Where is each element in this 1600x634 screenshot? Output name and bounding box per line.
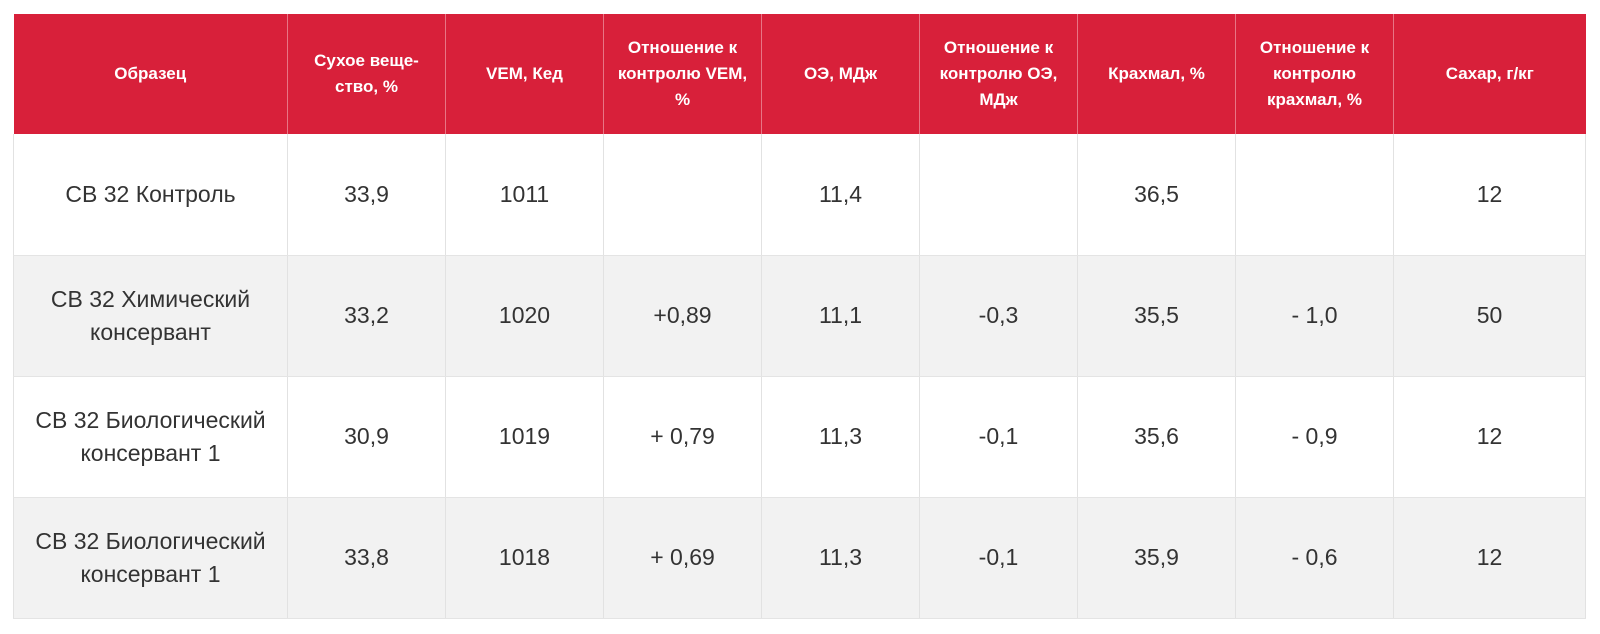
table-cell: 11,4 [761, 134, 920, 256]
header-energy-ratio: Отношение к контролю ОЭ, МДж [919, 14, 1078, 134]
header-starch: Крахмал, % [1077, 14, 1236, 134]
table-cell: 35,5 [1077, 255, 1236, 377]
table-cell: -0,3 [919, 255, 1078, 377]
header-vem-ratio: Отношение к контролю VEM, % [603, 14, 762, 134]
table-cell: 11,3 [761, 376, 920, 498]
table-cell: 1011 [445, 134, 604, 256]
table-cell: 36,5 [1077, 134, 1236, 256]
table-cell: + 0,69 [603, 497, 762, 619]
table-cell: 12 [1393, 497, 1586, 619]
table-cell: СВ 32 Химический консервант [13, 255, 288, 377]
table-row: СВ 32 Контроль 33,9 1011 11,4 36,5 12 [13, 134, 1586, 256]
table-cell: 33,8 [287, 497, 446, 619]
table-cell: + 0,79 [603, 376, 762, 498]
table-cell: 35,9 [1077, 497, 1236, 619]
table-cell: 1018 [445, 497, 604, 619]
table-cell: 30,9 [287, 376, 446, 498]
table-cell: - 1,0 [1235, 255, 1394, 377]
header-vem: VEM, Кед [445, 14, 604, 134]
header-sample: Образец [13, 14, 288, 134]
table-row: СВ 32 Биологический консервант 1 30,9 10… [13, 376, 1586, 498]
table-cell: - 0,9 [1235, 376, 1394, 498]
table-cell: 11,1 [761, 255, 920, 377]
table-cell: 33,2 [287, 255, 446, 377]
table-cell [919, 134, 1078, 256]
table-cell: 12 [1393, 376, 1586, 498]
header-energy: ОЭ, МДж [761, 14, 920, 134]
table-cell [1235, 134, 1394, 256]
table-cell: 1019 [445, 376, 604, 498]
table-cell: -0,1 [919, 497, 1078, 619]
table-cell: СВ 32 Контроль [13, 134, 288, 256]
header-dry-matter: Сухое веще-ство, % [287, 14, 446, 134]
header-sugar: Сахар, г/кг [1393, 14, 1586, 134]
table-cell: -0,1 [919, 376, 1078, 498]
table-cell: 50 [1393, 255, 1586, 377]
table-cell: 33,9 [287, 134, 446, 256]
header-starch-ratio: Отношение к контролю крахмал, % [1235, 14, 1394, 134]
data-table-container: Образец Сухое веще-ство, % VEM, Кед Отно… [13, 14, 1586, 619]
header-row: Образец Сухое веще-ство, % VEM, Кед Отно… [13, 14, 1586, 134]
table-cell: СВ 32 Биологический консервант 1 [13, 376, 288, 498]
data-table: Образец Сухое веще-ство, % VEM, Кед Отно… [13, 14, 1586, 619]
table-cell: 11,3 [761, 497, 920, 619]
table-cell: 12 [1393, 134, 1586, 256]
table-cell: +0,89 [603, 255, 762, 377]
table-cell: СВ 32 Биологический консервант 1 [13, 497, 288, 619]
table-row: СВ 32 Химический консервант 33,2 1020 +0… [13, 255, 1586, 377]
table-cell: - 0,6 [1235, 497, 1394, 619]
table-row: СВ 32 Биологический консервант 1 33,8 10… [13, 497, 1586, 619]
table-cell: 35,6 [1077, 376, 1236, 498]
table-cell [603, 134, 762, 256]
table-cell: 1020 [445, 255, 604, 377]
